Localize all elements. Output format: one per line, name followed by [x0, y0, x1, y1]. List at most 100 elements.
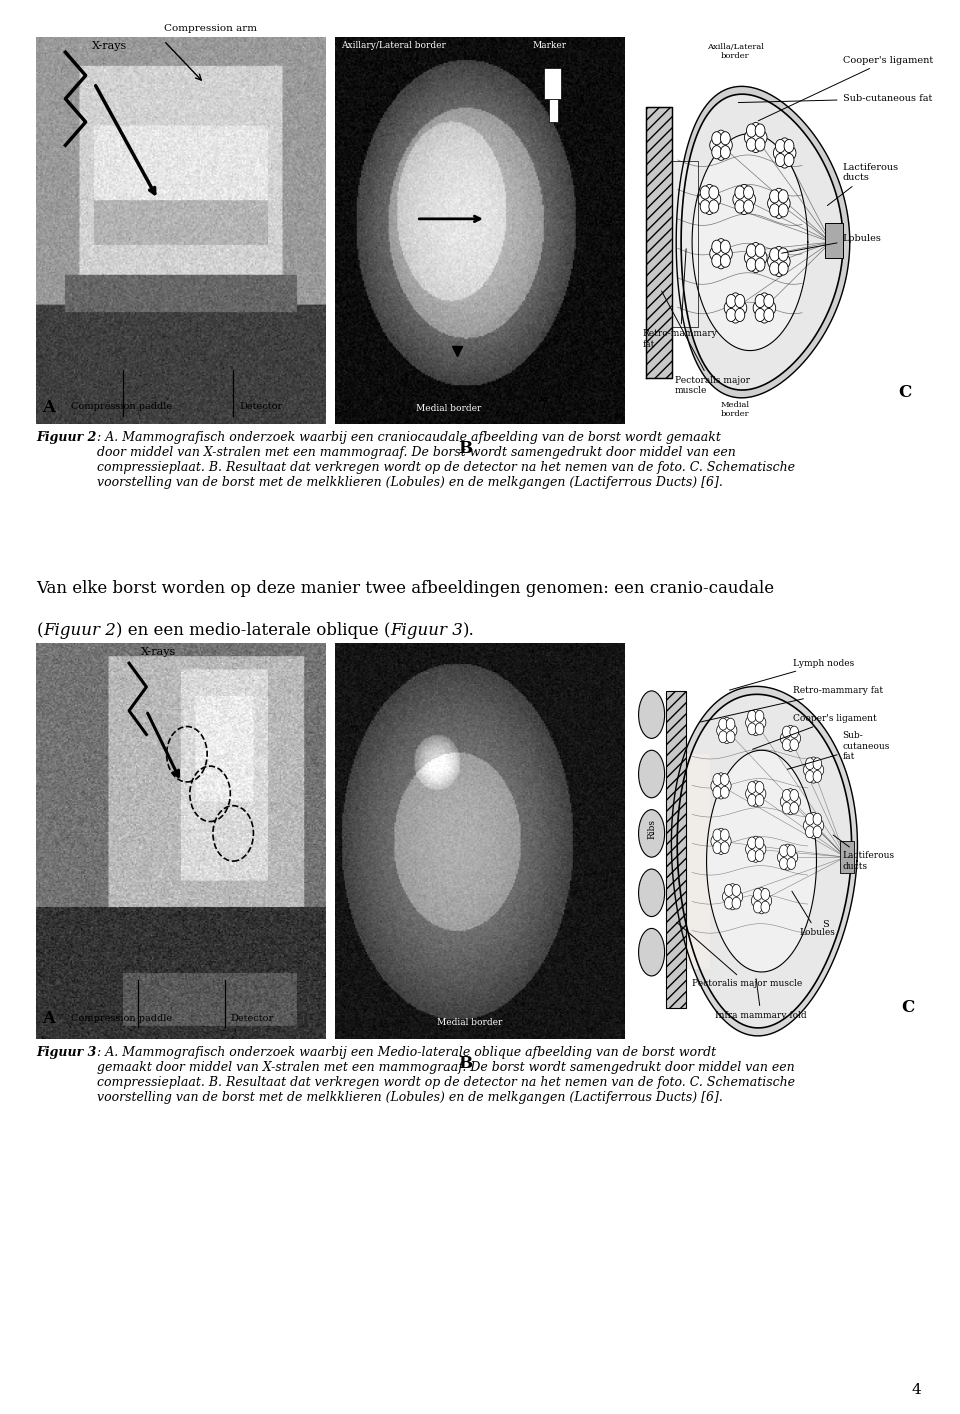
Circle shape	[768, 255, 778, 269]
Circle shape	[720, 773, 730, 786]
Polygon shape	[681, 95, 843, 390]
Text: C: C	[899, 385, 912, 402]
Circle shape	[705, 192, 714, 206]
Text: Axilla/Lateral
border: Axilla/Lateral border	[707, 42, 764, 59]
Circle shape	[756, 139, 765, 151]
Ellipse shape	[638, 691, 664, 738]
Circle shape	[746, 717, 755, 728]
Circle shape	[776, 140, 785, 153]
Circle shape	[737, 301, 747, 314]
Circle shape	[720, 841, 730, 854]
Circle shape	[716, 247, 726, 260]
Circle shape	[780, 796, 789, 807]
Circle shape	[725, 885, 733, 896]
Circle shape	[783, 844, 792, 855]
Circle shape	[723, 781, 732, 792]
Circle shape	[726, 294, 736, 308]
Text: S: S	[822, 921, 828, 929]
Circle shape	[713, 841, 722, 854]
Circle shape	[723, 836, 732, 847]
Circle shape	[784, 140, 794, 153]
Circle shape	[804, 820, 812, 831]
Circle shape	[751, 132, 760, 144]
Ellipse shape	[638, 751, 664, 797]
Circle shape	[700, 185, 710, 199]
Text: ).: ).	[463, 622, 475, 639]
Circle shape	[790, 727, 799, 738]
Circle shape	[780, 846, 788, 857]
Circle shape	[708, 185, 719, 199]
Circle shape	[744, 185, 754, 199]
Polygon shape	[672, 161, 698, 328]
Circle shape	[711, 836, 720, 847]
Circle shape	[774, 147, 783, 160]
Circle shape	[756, 124, 765, 137]
Circle shape	[732, 192, 743, 206]
Circle shape	[780, 156, 789, 168]
Circle shape	[774, 255, 783, 269]
Circle shape	[774, 188, 783, 201]
Circle shape	[783, 851, 792, 863]
Text: Compression arm: Compression arm	[164, 24, 256, 33]
Circle shape	[698, 192, 708, 206]
Circle shape	[756, 795, 764, 806]
Circle shape	[752, 843, 760, 855]
Circle shape	[720, 829, 730, 841]
Circle shape	[764, 294, 774, 308]
Circle shape	[716, 147, 726, 160]
Text: 4: 4	[912, 1383, 922, 1397]
Circle shape	[774, 246, 783, 260]
Text: Detector: Detector	[239, 402, 282, 410]
Circle shape	[779, 262, 788, 276]
Circle shape	[746, 192, 756, 206]
Circle shape	[751, 140, 760, 153]
Bar	[666, 691, 686, 1008]
Circle shape	[716, 130, 726, 143]
Text: Compression paddle: Compression paddle	[71, 1014, 172, 1024]
Circle shape	[711, 240, 722, 253]
Circle shape	[809, 771, 818, 783]
Polygon shape	[692, 134, 807, 351]
Circle shape	[780, 147, 789, 160]
Text: : A. Mammografisch onderzoek waarbij een Medio-laterale oblique afbeelding van d: : A. Mammografisch onderzoek waarbij een…	[97, 1046, 795, 1104]
Circle shape	[739, 192, 749, 206]
Circle shape	[757, 902, 766, 913]
Circle shape	[782, 727, 791, 738]
Polygon shape	[676, 86, 850, 397]
Text: Medial
border: Medial border	[721, 402, 750, 419]
Circle shape	[751, 123, 760, 136]
Circle shape	[711, 781, 720, 792]
Circle shape	[726, 718, 735, 730]
Circle shape	[711, 146, 722, 158]
Circle shape	[717, 836, 726, 847]
Circle shape	[779, 247, 788, 262]
Circle shape	[723, 247, 732, 260]
Circle shape	[815, 820, 824, 831]
Circle shape	[735, 308, 745, 321]
Bar	[826, 223, 843, 257]
Circle shape	[705, 201, 714, 215]
Circle shape	[746, 788, 755, 800]
Circle shape	[747, 245, 756, 257]
Bar	[549, 99, 558, 122]
Text: Lymph nodes: Lymph nodes	[730, 659, 854, 690]
Circle shape	[739, 184, 749, 198]
Circle shape	[809, 827, 818, 839]
Circle shape	[805, 758, 814, 769]
Circle shape	[759, 293, 769, 305]
Text: Sub-cutaneous fat: Sub-cutaneous fat	[738, 95, 932, 103]
Circle shape	[735, 185, 745, 199]
Text: Figuur 2: Figuur 2	[36, 431, 97, 444]
Circle shape	[711, 255, 722, 267]
Text: Marker: Marker	[532, 41, 566, 49]
Text: Lactiferous
ducts: Lactiferous ducts	[833, 836, 895, 871]
Circle shape	[783, 858, 792, 870]
Circle shape	[756, 723, 764, 735]
Circle shape	[729, 724, 737, 737]
Circle shape	[805, 826, 814, 837]
Text: Compression paddle: Compression paddle	[71, 402, 172, 410]
Circle shape	[756, 294, 765, 308]
Circle shape	[717, 781, 726, 792]
Text: (: (	[36, 622, 43, 639]
Bar	[840, 841, 854, 872]
